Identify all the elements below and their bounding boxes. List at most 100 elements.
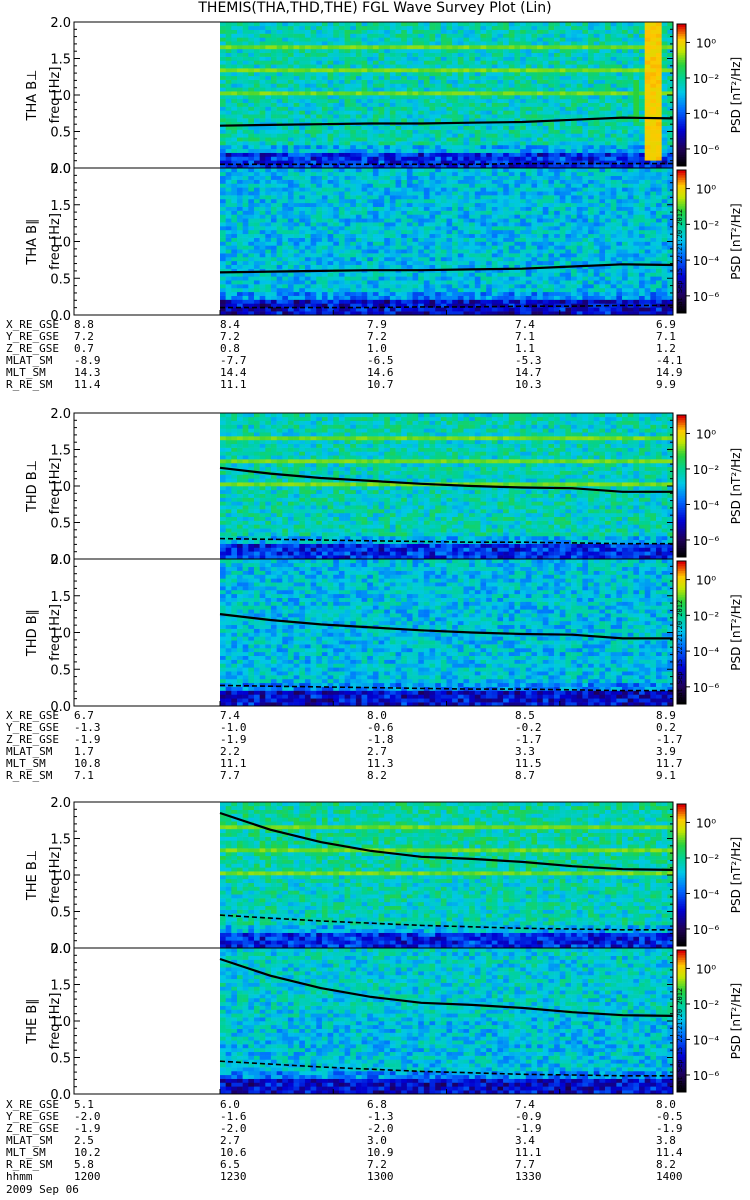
spectrogram-cell bbox=[390, 107, 396, 111]
spectrogram-cell bbox=[379, 230, 385, 234]
spectrogram-cell bbox=[243, 149, 249, 153]
spectrogram-cell bbox=[248, 41, 254, 45]
spectrogram-cell bbox=[560, 49, 566, 53]
spectrogram-cell bbox=[441, 253, 447, 257]
spectrogram-cell bbox=[656, 245, 662, 249]
spectrogram-cell bbox=[226, 145, 232, 149]
spectrogram-cell bbox=[475, 234, 481, 238]
spectrogram-cell bbox=[622, 284, 628, 288]
spectrogram-cell bbox=[294, 45, 300, 49]
spectrogram-cell bbox=[367, 149, 373, 153]
spectrogram-cell bbox=[571, 103, 577, 107]
spectrogram-cell bbox=[605, 257, 611, 261]
spectrogram-cell bbox=[294, 257, 300, 261]
spectrogram-cell bbox=[616, 45, 622, 49]
spectrogram-cell bbox=[463, 156, 469, 160]
spectrogram-cell bbox=[633, 107, 639, 111]
spectrogram-cell bbox=[599, 288, 605, 292]
spectrogram-cell bbox=[616, 141, 622, 145]
colorbar-label: PSD [nT²/Hz] bbox=[729, 57, 743, 133]
spectrogram-cell bbox=[243, 234, 249, 238]
spectrogram-cell bbox=[594, 49, 600, 53]
spectrogram-cell bbox=[396, 126, 402, 130]
spectrogram-cell bbox=[260, 37, 266, 41]
spectrogram-cell bbox=[452, 30, 458, 34]
spectrogram-cell bbox=[475, 68, 481, 72]
spectrogram-cell bbox=[656, 72, 662, 76]
spectrogram-cell bbox=[639, 80, 645, 84]
spectrogram-cell bbox=[633, 60, 639, 64]
spectrogram-cell bbox=[543, 141, 549, 145]
spectrogram-cell bbox=[260, 95, 266, 99]
spectrogram-cell bbox=[622, 34, 628, 38]
spectrogram-cell bbox=[379, 265, 385, 269]
spectrogram-cell bbox=[480, 141, 486, 145]
spectrogram-cell bbox=[356, 87, 362, 91]
spectrogram-cell bbox=[418, 118, 424, 122]
spectrogram-cell bbox=[633, 280, 639, 284]
spectrogram-cell bbox=[265, 276, 271, 280]
spectrogram-cell bbox=[565, 80, 571, 84]
spectrogram-cell bbox=[237, 87, 243, 91]
spectrogram-cell bbox=[384, 41, 390, 45]
spectrogram-cell bbox=[339, 234, 345, 238]
spectrogram-cell bbox=[254, 253, 260, 257]
spectrogram-cell bbox=[407, 30, 413, 34]
spectrogram-cell bbox=[633, 300, 639, 304]
spectrogram-cell bbox=[435, 45, 441, 49]
spectrogram-cell bbox=[299, 261, 305, 265]
spectrogram-cell bbox=[333, 91, 339, 95]
spectrogram-cell bbox=[526, 296, 532, 300]
spectrogram-cell bbox=[656, 249, 662, 253]
spectrogram-cell bbox=[384, 114, 390, 118]
spectrogram-cell bbox=[486, 226, 492, 230]
spectrogram-cell bbox=[605, 234, 611, 238]
spectrogram-cell bbox=[645, 238, 651, 242]
spectrogram-cell bbox=[537, 156, 543, 160]
spectrogram-cell bbox=[650, 149, 656, 153]
spectrogram-cell bbox=[452, 34, 458, 38]
spectrogram-cell bbox=[622, 95, 628, 99]
spectrogram-cell bbox=[628, 68, 634, 72]
spectrogram-cell bbox=[328, 60, 334, 64]
spectrogram-cell bbox=[560, 234, 566, 238]
spectrogram-cell bbox=[514, 145, 520, 149]
spectrogram-cell bbox=[650, 37, 656, 41]
spectrogram-cell bbox=[294, 83, 300, 87]
spectrogram-cell bbox=[458, 257, 464, 261]
spectrogram-cell bbox=[441, 137, 447, 141]
spectrogram-cell bbox=[582, 153, 588, 157]
spectrogram-cell bbox=[463, 130, 469, 134]
spectrogram-cell bbox=[475, 45, 481, 49]
spectrogram-cell bbox=[588, 292, 594, 296]
spectrogram-cell bbox=[379, 80, 385, 84]
spectrogram-cell bbox=[248, 118, 254, 122]
spectrogram-cell bbox=[577, 41, 583, 45]
spectrogram-cell bbox=[667, 284, 673, 288]
spectrogram-cell bbox=[350, 30, 356, 34]
spectrogram-cell bbox=[220, 91, 226, 95]
spectrogram-cell bbox=[339, 53, 345, 57]
spectrogram-cell bbox=[373, 292, 379, 296]
spectrogram-cell bbox=[594, 284, 600, 288]
spectrogram-cell bbox=[509, 238, 515, 242]
spectrogram-cell bbox=[322, 253, 328, 257]
spectrogram-cell bbox=[463, 249, 469, 253]
spectrogram-cell bbox=[531, 76, 537, 80]
spectrogram-cell bbox=[282, 57, 288, 61]
spectrogram-cell bbox=[237, 64, 243, 68]
spectrogram-cell bbox=[345, 45, 351, 49]
spectrogram-cell bbox=[611, 280, 617, 284]
spectrogram-cell bbox=[650, 30, 656, 34]
spectrogram-cell bbox=[441, 53, 447, 57]
spectrogram-cell bbox=[243, 284, 249, 288]
spectrogram-cell bbox=[503, 130, 509, 134]
spectrogram-cell bbox=[514, 230, 520, 234]
spectrogram-cell bbox=[424, 91, 430, 95]
spectrogram-cell bbox=[622, 234, 628, 238]
panel-ylabel: THA B⊥ bbox=[25, 70, 40, 122]
spectrogram-cell bbox=[509, 126, 515, 130]
spectrogram-cell bbox=[282, 242, 288, 246]
spectrogram-cell bbox=[271, 130, 277, 134]
spectrogram-cell bbox=[373, 245, 379, 249]
